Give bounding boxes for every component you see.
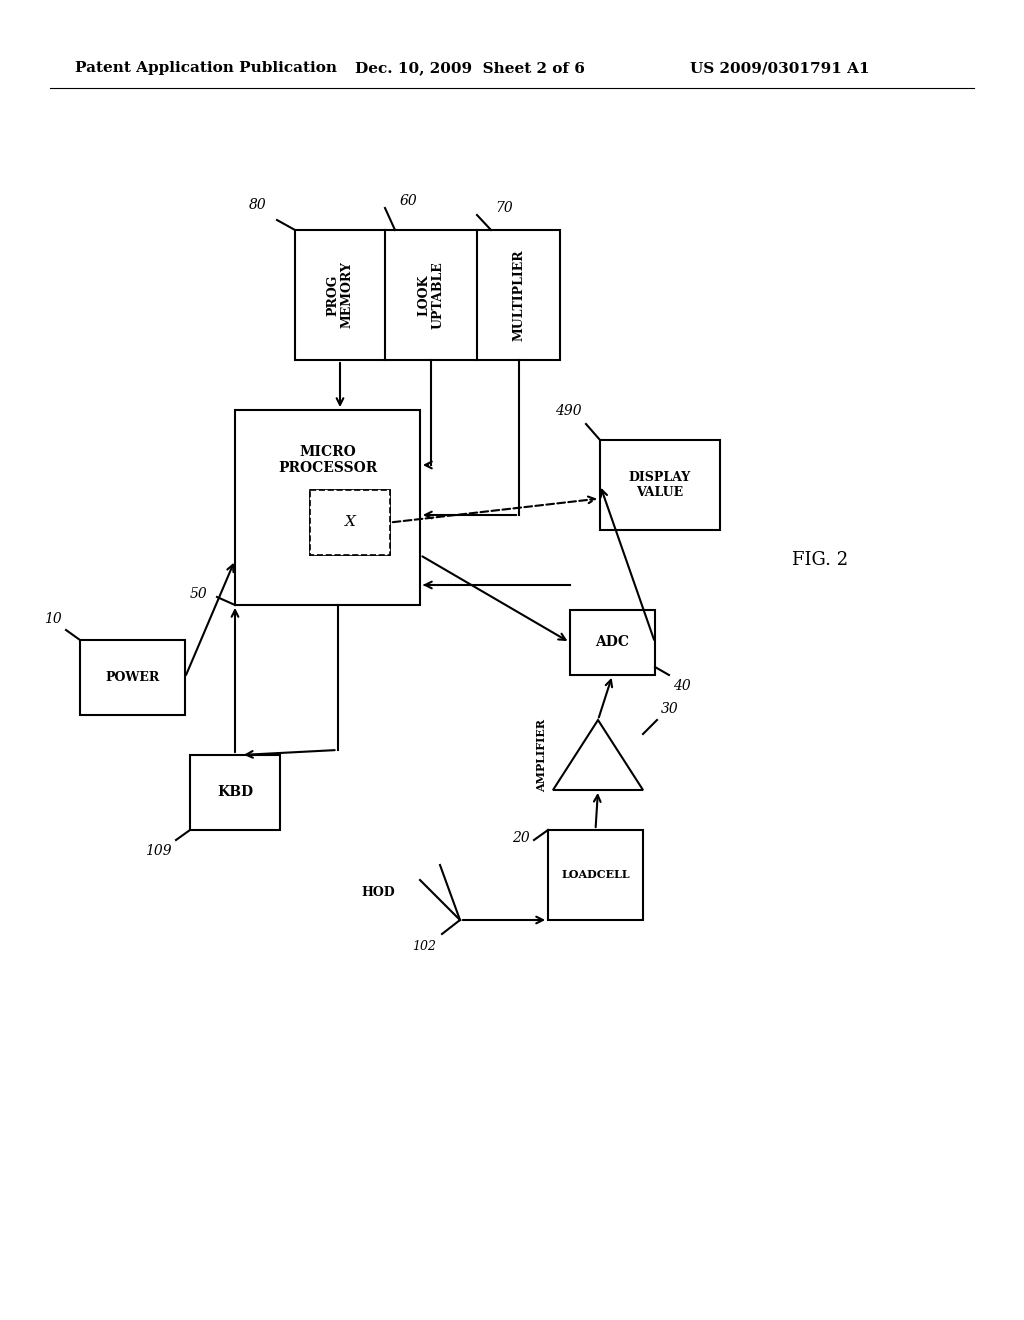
Text: POWER: POWER (105, 671, 160, 684)
Text: 20: 20 (512, 832, 530, 845)
Text: Patent Application Publication: Patent Application Publication (75, 61, 337, 75)
Bar (548, 830, 643, 920)
Text: 70: 70 (495, 201, 513, 215)
Text: FIG. 2: FIG. 2 (792, 550, 848, 569)
Text: LOADCELL: LOADCELL (561, 870, 630, 880)
Text: 30: 30 (662, 702, 679, 715)
Bar (295, 230, 560, 360)
Text: 102: 102 (412, 940, 436, 953)
Text: 10: 10 (44, 612, 62, 626)
Text: AMPLIFIER: AMPLIFIER (536, 718, 547, 792)
Polygon shape (553, 719, 643, 789)
Text: LOOK
UPTABLE: LOOK UPTABLE (417, 261, 445, 329)
Text: 80: 80 (249, 198, 267, 213)
Text: 40: 40 (673, 678, 691, 693)
Text: 50: 50 (189, 587, 207, 601)
Text: DISPLAY
VALUE: DISPLAY VALUE (629, 471, 691, 499)
Text: ADC: ADC (596, 635, 630, 649)
Text: PROG
MEMORY: PROG MEMORY (326, 261, 354, 329)
Bar (190, 755, 280, 830)
Text: 490: 490 (555, 404, 582, 418)
Bar (600, 440, 720, 531)
Text: US 2009/0301791 A1: US 2009/0301791 A1 (690, 61, 869, 75)
Text: KBD: KBD (217, 785, 253, 800)
Bar (80, 640, 185, 715)
Bar (310, 490, 390, 554)
Text: 109: 109 (145, 843, 172, 858)
Text: MICRO
PROCESSOR: MICRO PROCESSOR (278, 445, 377, 475)
Text: X: X (344, 516, 355, 529)
Text: 60: 60 (400, 194, 418, 209)
Bar (570, 610, 655, 675)
Bar (234, 411, 420, 605)
Text: MULTIPLIER: MULTIPLIER (512, 249, 525, 341)
Bar (310, 490, 390, 554)
Text: Dec. 10, 2009  Sheet 2 of 6: Dec. 10, 2009 Sheet 2 of 6 (355, 61, 585, 75)
Text: HOD: HOD (361, 886, 395, 899)
